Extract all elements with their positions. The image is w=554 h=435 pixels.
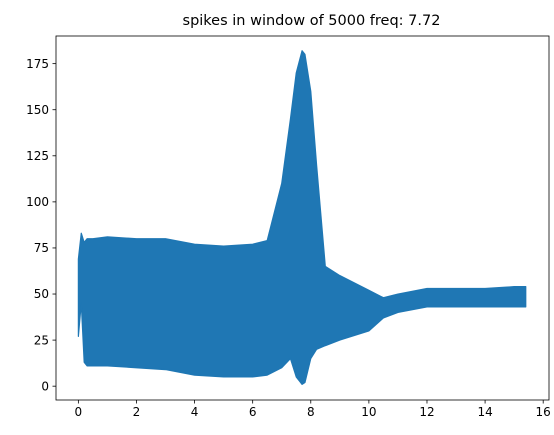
x-axis: 0 2 4 6 8 10 12 14 16 <box>75 400 551 419</box>
x-tick-label: 10 <box>361 405 376 419</box>
x-tick-label: 2 <box>133 405 141 419</box>
y-axis: 0 25 50 75 100 125 150 175 <box>26 57 56 393</box>
plot-frame <box>55 35 550 401</box>
y-tick-label: 0 <box>41 379 49 393</box>
chart-title: spikes in window of 5000 freq: 7.72 <box>183 13 441 29</box>
series-layer <box>77 50 527 385</box>
series-envelope-0 <box>77 50 527 385</box>
y-tick-label: 25 <box>34 333 49 347</box>
x-tick-label: 6 <box>249 405 257 419</box>
y-tick-label: 175 <box>26 57 49 71</box>
y-tick-label: 100 <box>26 195 49 209</box>
x-tick-label: 8 <box>307 405 315 419</box>
plot-area: 0 2 4 6 8 10 12 14 16 0 25 50 75 100 125 150 175 <box>26 35 551 419</box>
y-tick-label: 50 <box>34 287 49 301</box>
x-tick-label: 14 <box>477 405 492 419</box>
x-tick-label: 16 <box>536 405 551 419</box>
y-tick-label: 125 <box>26 149 49 163</box>
y-tick-label: 75 <box>34 241 49 255</box>
x-tick-label: 12 <box>419 405 434 419</box>
x-tick-label: 4 <box>191 405 199 419</box>
x-tick-label: 0 <box>75 405 83 419</box>
y-tick-label: 150 <box>26 103 49 117</box>
